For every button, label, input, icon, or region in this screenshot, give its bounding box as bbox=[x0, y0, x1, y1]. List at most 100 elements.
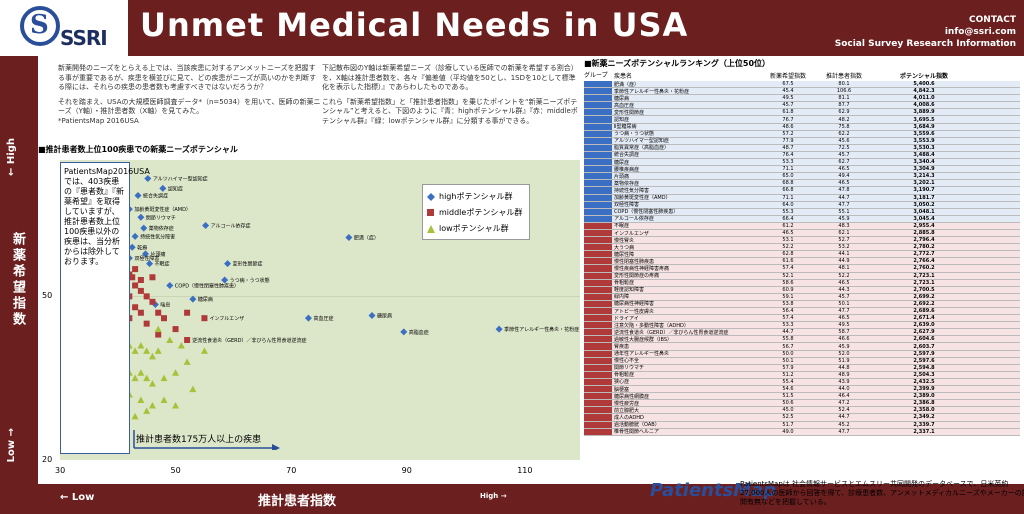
patient-index: 52.2 bbox=[838, 272, 850, 279]
group-color-cell bbox=[584, 151, 612, 159]
group-color-cell bbox=[584, 393, 612, 400]
legend-item-high: highポテンシャル群 bbox=[427, 191, 512, 202]
disease-name: 腰椎疾病症 bbox=[614, 166, 640, 173]
patient-index: 58.7 bbox=[838, 329, 850, 336]
patient-index: 47.7 bbox=[838, 428, 850, 435]
need-index: 66.4 bbox=[782, 215, 794, 222]
need-index: 65.0 bbox=[782, 173, 794, 180]
need-index: 45.4 bbox=[782, 88, 794, 95]
patient-index: 45.6 bbox=[838, 137, 850, 144]
disease-name: 骨粗鬆症 bbox=[614, 280, 635, 287]
patient-index: 44.7 bbox=[838, 414, 850, 421]
intro-paragraph: 新薬開発のニーズをとらえる上では、当該疾患に対するアンメットニーズを把握する事が… bbox=[58, 64, 317, 91]
need-index: 55.8 bbox=[782, 336, 794, 343]
data-point bbox=[172, 326, 179, 333]
need-index: 51.5 bbox=[782, 393, 794, 400]
data-point bbox=[132, 282, 139, 289]
table-row: 糖尿病 49.5 81.1 4,011.0 bbox=[584, 95, 1020, 103]
disease-name: 狭心症 bbox=[614, 379, 630, 386]
need-index: 49.0 bbox=[782, 428, 794, 435]
group-color-cell bbox=[584, 180, 612, 187]
table-row: 通年性アレルギー性鼻炎 50.0 52.0 2,597.9 bbox=[584, 350, 1020, 358]
point-label: 関節リウマチ bbox=[146, 214, 176, 221]
data-point bbox=[201, 315, 208, 322]
patient-index: 43.9 bbox=[838, 378, 850, 385]
data-point bbox=[137, 369, 145, 376]
disease-name: 糖尿性障 bbox=[614, 251, 635, 258]
disease-name: 糖尿病 bbox=[614, 95, 630, 102]
col-need-header: 新薬希望指数 bbox=[769, 73, 806, 80]
table-row: 双極性障害 64.0 47.7 3,050.2 bbox=[584, 201, 1020, 209]
potential-index: 3,684.9 bbox=[913, 123, 935, 130]
disease-name: 慢性閉塞性肺疾患 bbox=[614, 258, 655, 265]
contact-email[interactable]: info@ssri.com bbox=[944, 27, 1016, 37]
data-point bbox=[134, 191, 142, 199]
point-label: アルコール依存症 bbox=[211, 222, 251, 229]
disease-name: ドライアイ bbox=[614, 315, 639, 322]
table-row: 注意欠陥・多動性障害（ADHD） 53.3 49.5 2,639.0 bbox=[584, 322, 1020, 330]
table-row: 加齢黄斑変性症（AMD） 71.1 44.7 3,181.7 bbox=[584, 194, 1020, 202]
data-point bbox=[160, 374, 168, 382]
need-index: 48.6 bbox=[782, 123, 794, 130]
need-index: 50.0 bbox=[782, 350, 794, 357]
group-color-cell bbox=[584, 201, 612, 208]
point-label: 不眠症 bbox=[155, 261, 170, 268]
ssri-logo: S SSRI bbox=[0, 0, 128, 56]
group-color-cell bbox=[584, 187, 612, 194]
legend-item-mid: middleポテンシャル群 bbox=[427, 207, 522, 218]
patient-index: 44.0 bbox=[838, 386, 850, 393]
ranking-table: グループ 疾患名 新薬希望指数 推計患者指数 ポテンシャル指数 肥満（症） 67.… bbox=[584, 70, 1020, 436]
table-row: 脳梗塞 54.6 44.0 2,399.9 bbox=[584, 386, 1020, 394]
group-color-cell bbox=[584, 137, 612, 144]
potential-index: 2,339.7 bbox=[913, 421, 935, 428]
table-row: 認知症 76.7 48.2 3,695.5 bbox=[584, 116, 1020, 124]
patient-index: 55.1 bbox=[838, 208, 850, 215]
patient-index: 44.9 bbox=[838, 258, 850, 265]
legend-label: highポテンシャル群 bbox=[439, 192, 513, 201]
disease-name: 骨粗鬆症 bbox=[614, 372, 635, 379]
table-row: 持続性気分障害 66.8 47.8 3,190.7 bbox=[584, 187, 1020, 195]
table-row: 糖尿症 53.3 62.7 3,340.4 bbox=[584, 159, 1020, 167]
table-row: 季節性アレルギー性鼻炎・花粉症 45.4 106.6 4,842.3 bbox=[584, 88, 1020, 96]
table-row: 糖尿病性網膜症 51.5 46.4 2,389.0 bbox=[584, 393, 1020, 401]
need-index: 56.7 bbox=[782, 343, 794, 350]
group-color-cell bbox=[584, 208, 612, 215]
patient-index: 47.7 bbox=[838, 201, 850, 208]
table-row: COPD（慢性閉塞性肺疾患） 55.3 55.1 3,048.1 bbox=[584, 208, 1020, 216]
table-row: 腎疾患 56.7 45.9 2,603.7 bbox=[584, 343, 1020, 351]
logo-s-icon: S bbox=[30, 10, 49, 40]
group-color-cell bbox=[584, 315, 612, 322]
patient-index: 45.9 bbox=[838, 215, 850, 222]
data-point bbox=[345, 233, 353, 241]
patient-index: 48.9 bbox=[838, 371, 850, 378]
need-index: 53.1 bbox=[782, 237, 794, 244]
need-index: 59.1 bbox=[782, 293, 794, 300]
disease-name: 腎疾患 bbox=[614, 344, 630, 351]
data-point bbox=[368, 311, 376, 319]
data-point bbox=[189, 295, 197, 303]
x-tick-label: 110 bbox=[517, 466, 533, 475]
group-color-cell bbox=[584, 371, 612, 378]
patient-index: 49.5 bbox=[838, 322, 850, 329]
patient-index: 48.2 bbox=[838, 116, 850, 123]
potential-index: 2,594.8 bbox=[913, 364, 935, 371]
data-point bbox=[161, 315, 167, 322]
need-index: 45.0 bbox=[782, 407, 794, 414]
data-point bbox=[143, 374, 151, 382]
patient-index: 46.4 bbox=[838, 393, 850, 400]
group-color-cell bbox=[584, 293, 612, 300]
table-row: ドライアイ 57.4 46.5 2,671.4 bbox=[584, 315, 1020, 323]
potential-index: 3,695.5 bbox=[913, 116, 935, 123]
disease-name: 注意欠陥・多動性障害（ADHD） bbox=[614, 322, 689, 329]
need-index: 54.6 bbox=[782, 386, 794, 393]
group-color-cell bbox=[584, 421, 612, 428]
group-color-cell bbox=[584, 357, 612, 364]
potential-index: 2,604.6 bbox=[913, 336, 935, 343]
need-index: 62.8 bbox=[782, 251, 794, 258]
data-point bbox=[154, 347, 162, 354]
disease-name: 緑内障 bbox=[614, 294, 630, 301]
disease-name: 慢性腎炎 bbox=[614, 237, 635, 244]
point-label: 喘息 bbox=[160, 302, 170, 309]
disease-name: 変形性関節症 bbox=[614, 109, 645, 116]
patient-index: 44.3 bbox=[838, 286, 850, 293]
